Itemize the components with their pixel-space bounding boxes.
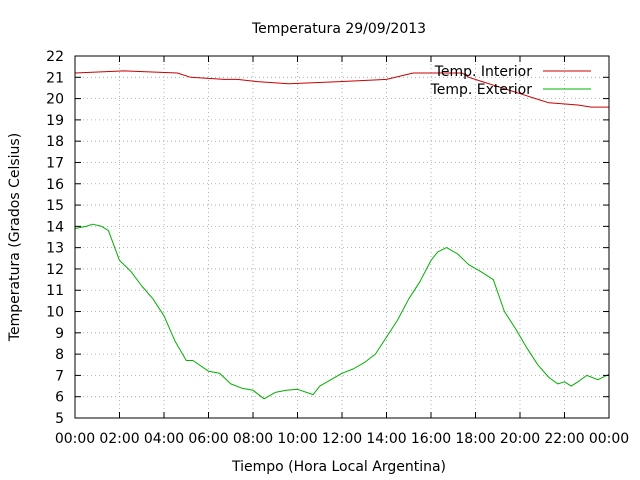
y-tick-label: 9 (55, 326, 64, 342)
x-tick-label: 22:00 (544, 431, 584, 447)
y-tick-label: 5 (55, 411, 64, 427)
legend-label-temp-interior: Temp. Interior (434, 64, 533, 80)
x-tick-label: 20:00 (500, 431, 540, 447)
x-tick-label: 06:00 (188, 431, 228, 447)
y-tick-label: 14 (46, 219, 64, 235)
legend-label-temp-exterior: Temp. Exterior (430, 82, 533, 98)
y-axis-label: Temperatura (Grados Celsius) (7, 133, 23, 342)
x-tick-label: 12:00 (322, 431, 362, 447)
x-tick-label: 08:00 (233, 431, 273, 447)
axis-ticks (74, 55, 610, 419)
legend: Temp. Interior Temp. Exterior (430, 64, 591, 98)
y-tick-label: 11 (46, 283, 64, 299)
x-tick-label: 14:00 (366, 431, 406, 447)
x-tick-label: 04:00 (144, 431, 184, 447)
y-tick-label: 18 (46, 134, 64, 150)
x-tick-label: 00:00 (589, 431, 629, 447)
grid-lines (75, 56, 609, 418)
x-tick-label: 02:00 (99, 431, 139, 447)
x-tick-label: 18:00 (455, 431, 495, 447)
x-tick-label: 10:00 (277, 431, 317, 447)
series-line-temp-interior (74, 70, 609, 108)
x-axis-label: Tiempo (Hora Local Argentina) (231, 459, 446, 475)
y-tick-label: 16 (46, 177, 64, 193)
plot-series (74, 70, 610, 400)
y-tick-label: 8 (55, 347, 64, 363)
y-tick-label: 6 (55, 390, 64, 406)
y-tick-label: 21 (46, 70, 64, 86)
y-tick-label: 17 (46, 155, 64, 171)
y-tick-label: 12 (46, 262, 64, 278)
chart-title: Temperatura 29/09/2013 (251, 21, 426, 37)
y-tick-label: 15 (46, 198, 64, 214)
y-tick-label: 19 (46, 113, 64, 129)
y-tick-label: 13 (46, 241, 64, 257)
y-tick-label: 22 (46, 49, 64, 65)
y-tick-label: 10 (46, 305, 64, 321)
x-tick-label: 00:00 (55, 431, 95, 447)
y-tick-label: 7 (55, 368, 64, 384)
series-line-temp-exterior (74, 223, 610, 400)
y-tick-label: 20 (46, 92, 64, 108)
x-tick-label: 16:00 (411, 431, 451, 447)
